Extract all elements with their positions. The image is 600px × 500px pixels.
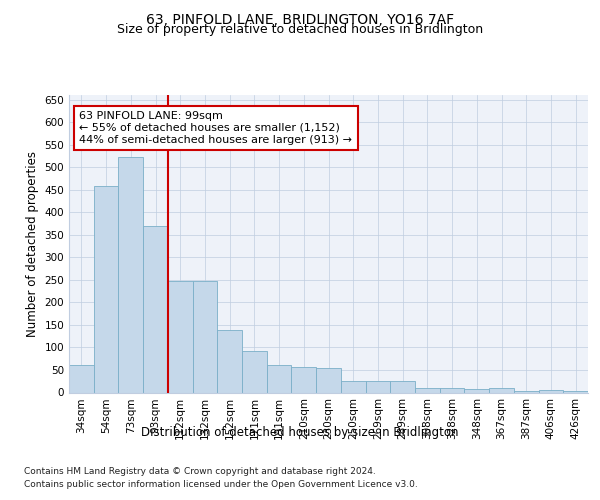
Bar [267,364,292,392]
Text: Size of property relative to detached houses in Bridlington: Size of property relative to detached ho… [117,22,483,36]
Bar [365,381,390,392]
Y-axis label: Number of detached properties: Number of detached properties [26,151,39,337]
Bar [514,391,539,392]
Bar [390,381,415,392]
Text: 63, PINFOLD LANE, BRIDLINGTON, YO16 7AF: 63, PINFOLD LANE, BRIDLINGTON, YO16 7AF [146,12,454,26]
Text: Contains HM Land Registry data © Crown copyright and database right 2024.: Contains HM Land Registry data © Crown c… [24,468,376,476]
Bar [539,390,563,392]
Bar [242,351,267,393]
Bar [292,367,316,392]
Bar [143,226,168,392]
Bar [563,391,588,392]
Text: 63 PINFOLD LANE: 99sqm
← 55% of detached houses are smaller (1,152)
44% of semi-: 63 PINFOLD LANE: 99sqm ← 55% of detached… [79,112,352,144]
Bar [94,186,118,392]
Text: Distribution of detached houses by size in Bridlington: Distribution of detached houses by size … [141,426,459,439]
Bar [217,330,242,392]
Bar [193,280,217,392]
Bar [489,388,514,392]
Bar [118,157,143,392]
Bar [341,381,365,392]
Bar [168,280,193,392]
Bar [415,388,440,392]
Bar [316,368,341,392]
Bar [464,390,489,392]
Bar [440,388,464,392]
Text: Contains public sector information licensed under the Open Government Licence v3: Contains public sector information licen… [24,480,418,489]
Bar [69,364,94,392]
